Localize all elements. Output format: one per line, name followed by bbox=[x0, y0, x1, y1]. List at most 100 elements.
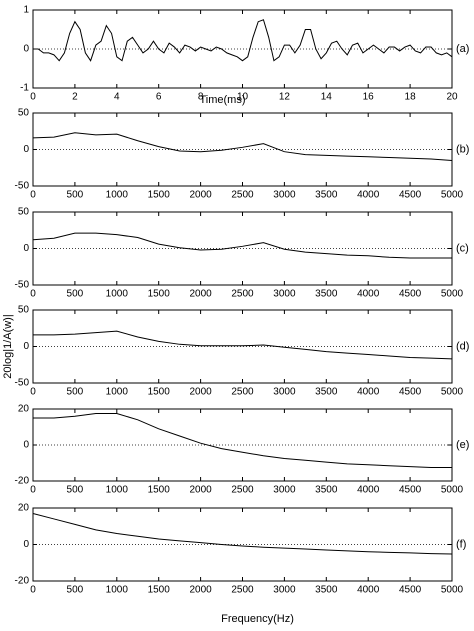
x-tick-label: 4 bbox=[114, 92, 120, 103]
x-tick-label: 4500 bbox=[399, 289, 422, 300]
x-tick-label: 0 bbox=[30, 585, 36, 596]
x-tick-label: 2000 bbox=[189, 585, 212, 596]
x-tick-label: 2500 bbox=[231, 190, 254, 201]
x-tick-label: 2 bbox=[72, 92, 78, 103]
x-tick-label: 1500 bbox=[148, 585, 171, 596]
y-tick-label: 0 bbox=[23, 539, 29, 550]
panel-label: (a) bbox=[456, 43, 469, 55]
x-tick-label: 4000 bbox=[357, 585, 380, 596]
x-tick-label: 1000 bbox=[106, 289, 129, 300]
data-line bbox=[33, 19, 453, 62]
x-tick-label: 3000 bbox=[273, 289, 296, 300]
x-tick-label: 10 bbox=[237, 92, 249, 103]
y-tick-label: 1 bbox=[23, 5, 29, 16]
x-tick-label: 5000 bbox=[441, 485, 464, 496]
x-tick-label: 1500 bbox=[148, 387, 171, 398]
x-tick-label: 4500 bbox=[399, 190, 422, 201]
x-tick-label: 2500 bbox=[231, 387, 254, 398]
panel-label: (c) bbox=[456, 242, 469, 254]
x-tick-label: 0 bbox=[30, 485, 36, 496]
y-tick-label: -20 bbox=[15, 476, 30, 487]
y-tick-label: 50 bbox=[18, 207, 30, 218]
x-tick-label: 4000 bbox=[357, 387, 380, 398]
plot-frame bbox=[32, 408, 453, 482]
x-tick-label: 4500 bbox=[399, 585, 422, 596]
y-tick-label: -20 bbox=[15, 576, 30, 587]
x-tick-label: 0 bbox=[30, 190, 36, 201]
x-tick-label: 1000 bbox=[106, 190, 129, 201]
x-tick-label: 2500 bbox=[231, 289, 254, 300]
x-tick-label: 6 bbox=[156, 92, 162, 103]
x-axis-label: Time(ms) bbox=[199, 94, 245, 106]
x-tick-label: 4000 bbox=[357, 190, 380, 201]
x-tick-label: 8 bbox=[198, 92, 204, 103]
plot-frame bbox=[32, 309, 453, 384]
x-tick-label: 1000 bbox=[106, 585, 129, 596]
x-tick-label: 1000 bbox=[106, 387, 129, 398]
data-line bbox=[33, 330, 453, 360]
x-tick-label: 4000 bbox=[357, 485, 380, 496]
x-tick-label: 4000 bbox=[357, 289, 380, 300]
x-tick-label: 5000 bbox=[441, 387, 464, 398]
x-tick-label: 20 bbox=[446, 92, 458, 103]
x-tick-label: 500 bbox=[67, 289, 84, 300]
x-tick-label: 3000 bbox=[273, 387, 296, 398]
data-line bbox=[32, 132, 453, 161]
x-tick-label: 3500 bbox=[315, 289, 338, 300]
x-tick-label: 5000 bbox=[441, 190, 464, 201]
x-tick-label: 3000 bbox=[273, 485, 296, 496]
y-tick-label: 20 bbox=[18, 404, 30, 415]
panel-label: (e) bbox=[456, 439, 469, 451]
x-tick-label: 4500 bbox=[399, 485, 422, 496]
y-tick-label: -50 bbox=[15, 378, 30, 389]
data-line bbox=[32, 232, 452, 259]
x-tick-label: 0 bbox=[30, 387, 36, 398]
y-tick-label: -50 bbox=[15, 280, 30, 291]
x-tick-label: 14 bbox=[321, 92, 333, 103]
y-tick-label: 50 bbox=[18, 108, 30, 119]
y-axis-label: 20log|1/A(w)| bbox=[2, 314, 14, 378]
x-tick-label: 500 bbox=[67, 585, 84, 596]
data-line bbox=[32, 512, 453, 555]
x-tick-label: 3500 bbox=[315, 485, 338, 496]
x-tick-label: 1500 bbox=[148, 485, 171, 496]
x-tick-label: 1000 bbox=[106, 485, 129, 496]
x-tick-label: 12 bbox=[279, 92, 291, 103]
y-tick-label: 20 bbox=[18, 503, 30, 514]
x-tick-label: 1500 bbox=[148, 190, 171, 201]
x-tick-label: 0 bbox=[30, 92, 36, 103]
x-tick-label: 3000 bbox=[273, 585, 296, 596]
x-tick-label: 0 bbox=[30, 289, 36, 300]
y-tick-label: 50 bbox=[18, 305, 30, 316]
x-tick-label: 500 bbox=[67, 485, 84, 496]
x-tick-label: 3500 bbox=[315, 190, 338, 201]
x-tick-label: 3000 bbox=[273, 190, 296, 201]
y-tick-label: 0 bbox=[23, 44, 29, 55]
x-tick-label: 3500 bbox=[315, 387, 338, 398]
y-tick-label: -1 bbox=[20, 83, 29, 94]
x-tick-label: 2500 bbox=[231, 585, 254, 596]
plot-frame bbox=[32, 507, 453, 582]
x-tick-label: 5000 bbox=[441, 289, 464, 300]
x-tick-label: 500 bbox=[67, 387, 84, 398]
x-tick-label: 5000 bbox=[441, 585, 464, 596]
y-tick-label: 0 bbox=[23, 144, 29, 155]
x-tick-label: 2000 bbox=[189, 289, 212, 300]
plot-frame bbox=[32, 112, 453, 187]
x-tick-label: 4500 bbox=[399, 387, 422, 398]
y-tick-label: 0 bbox=[23, 243, 29, 254]
x-tick-label: 16 bbox=[363, 92, 375, 103]
x-tick-label: 2000 bbox=[189, 190, 212, 201]
x-tick-label: 2500 bbox=[231, 485, 254, 496]
plot-frame bbox=[32, 9, 453, 89]
y-tick-label: -50 bbox=[15, 181, 30, 192]
x-tick-label: 2000 bbox=[189, 387, 212, 398]
panel-label: (f) bbox=[456, 538, 466, 550]
x-tick-label: 1500 bbox=[148, 289, 171, 300]
x-tick-label: 2000 bbox=[189, 485, 212, 496]
y-tick-label: 0 bbox=[23, 440, 29, 451]
panel-label: (b) bbox=[456, 143, 469, 155]
x-tick-label: 18 bbox=[405, 92, 417, 103]
panel-label: (d) bbox=[456, 340, 469, 352]
